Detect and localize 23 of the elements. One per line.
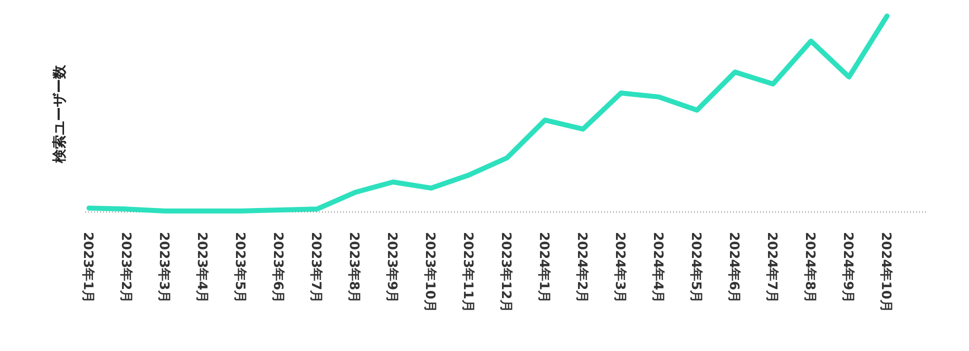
x-tick-label: 2023年4月 [194,232,209,304]
x-tick-label: 2024年7月 [764,232,779,304]
x-tick-label: 2023年6月 [270,232,285,304]
x-tick-label: 2024年1月 [536,232,551,304]
x-tick-label: 2023年5月 [232,232,247,304]
x-tick-label: 2023年3月 [156,232,171,304]
x-tick-label: 2024年4月 [650,232,665,304]
x-tick-label: 2023年10月 [422,232,437,312]
x-tick-label: 2023年8月 [346,232,361,304]
x-tick-label: 2023年11月 [460,232,475,312]
x-tick-label: 2023年7月 [308,232,323,304]
x-tick-label: 2023年1月 [80,232,95,304]
x-tick-label: 2024年9月 [840,232,855,304]
x-tick-label: 2024年5月 [688,232,703,304]
y-axis-title: 検索ユーザー数 [52,64,68,164]
x-tick-label: 2024年10月 [878,232,893,312]
x-tick-label: 2024年6月 [726,232,741,304]
x-tick-label: 2024年8月 [802,232,817,304]
x-tick-label: 2024年3月 [612,232,627,304]
x-tick-label: 2023年9月 [384,232,399,304]
x-tick-label: 2023年12月 [498,232,513,312]
x-tick-label: 2024年2月 [574,232,589,304]
x-tick-label: 2023年2月 [118,232,133,304]
